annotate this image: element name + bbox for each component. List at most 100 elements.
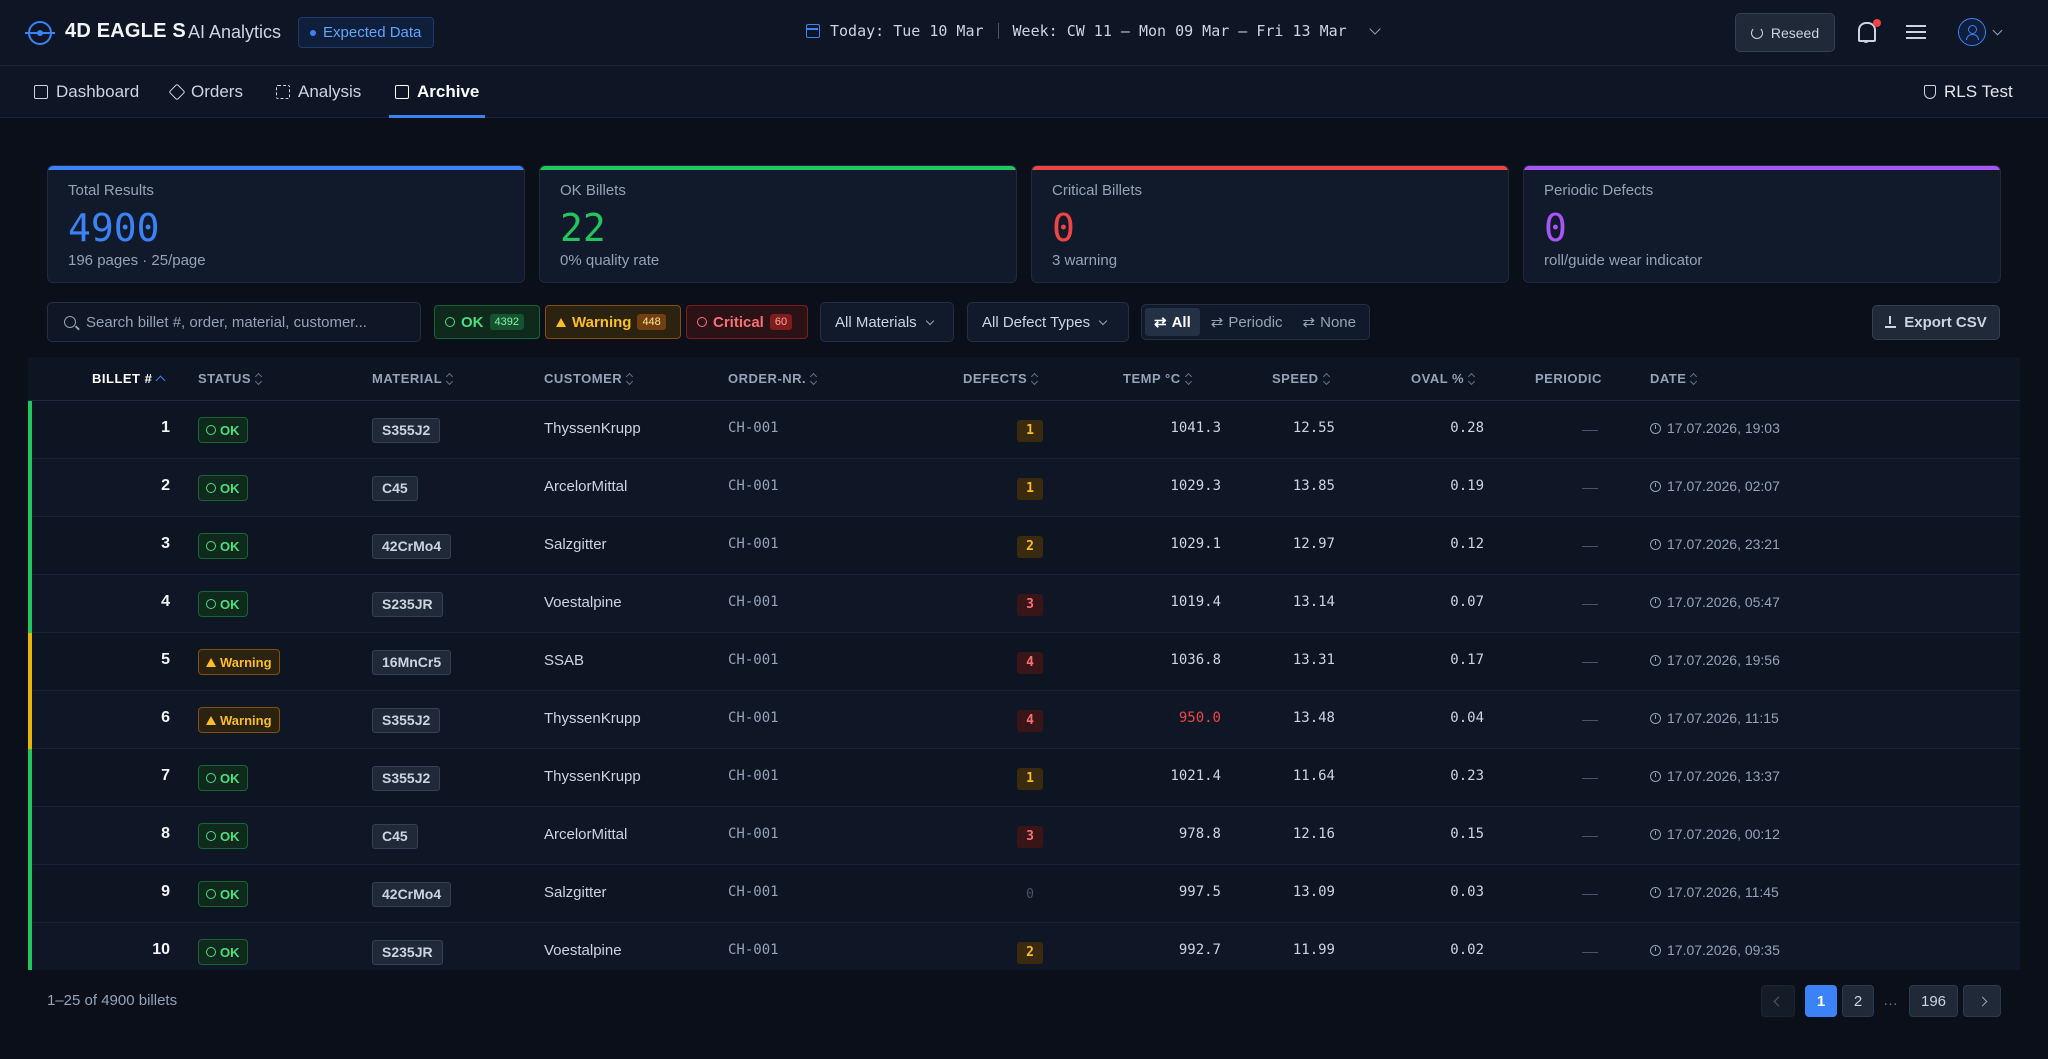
date-value: 17.07.2026, 19:03 [1667,420,1780,436]
col-date[interactable]: DATE [1650,371,1697,386]
order-number: CH-001 [728,942,779,958]
date-cell: 17.07.2026, 19:56 [1650,652,1780,668]
sort-icon [1469,374,1475,384]
tab-orders[interactable]: Orders [168,66,243,118]
speed: 13.14 [1292,594,1335,610]
table-row[interactable]: 3 OK 42CrMo4 Salzgitter CH-001 2 1029.1 12.97 0.… [28,517,2020,575]
table-row[interactable]: 1 OK S355J2 ThyssenKrupp CH-001 1 1041.3 12.55 0… [28,401,2020,459]
calendar-icon [806,24,820,38]
tab-label: Dashboard [56,82,140,101]
table-row[interactable]: 5 Warning 16MnCr5 SSAB CH-001 4 1036.8 13.31 0.1… [28,633,2020,691]
col-oval[interactable]: OVAL % [1411,371,1475,386]
clock-icon [1650,886,1661,898]
defect-types-dropdown[interactable]: All Defect Types [967,302,1129,342]
periodic-empty [1582,836,1598,837]
page-196-button[interactable]: 196 [1909,985,1958,1017]
status-label: Warning [220,654,272,670]
date-cell: 17.07.2026, 02:07 [1650,478,1780,494]
defects-count: 3 [1017,594,1043,616]
col-billet[interactable]: BILLET # [92,371,166,386]
page-2-button[interactable]: 2 [1842,985,1874,1017]
table-row[interactable]: 4 OK S235JR Voestalpine CH-001 3 1019.4 13.14 0.… [28,575,2020,633]
page-1-button[interactable]: 1 [1805,985,1837,1017]
materials-dropdown[interactable]: All Materials [820,302,954,342]
export-csv-button[interactable]: Export CSV [1872,305,2000,340]
chevron-down-icon [1098,316,1108,325]
filter-warning-chip[interactable]: Warning 448 [545,305,681,339]
kpi-label: Periodic Defects [1544,182,1654,199]
col-label: STATUS [198,371,252,386]
status-label: OK [220,596,240,612]
nav-bar: Dashboard Orders Analysis Archive RLS Te… [0,66,2048,118]
dropdown-label: All Materials [835,313,917,331]
seg-all[interactable]: ⇄ All [1145,308,1200,336]
clock-icon [1650,538,1661,550]
layers-icon [168,83,186,101]
filter-ok-chip[interactable]: OK 4392 [434,305,540,339]
filter-critical-chip[interactable]: Critical 60 [686,305,808,339]
check-circle-icon [445,317,455,327]
seg-label: All [1171,313,1191,331]
table-row[interactable]: 7 OK S355J2 ThyssenKrupp CH-001 1 1021.4 11.64 0… [28,749,2020,807]
seg-periodic[interactable]: ⇄ Periodic [1202,308,1292,336]
results-summary: 1–25 of 4900 billets [47,992,178,1009]
order-number: CH-001 [728,768,779,784]
date-value: 17.07.2026, 11:45 [1667,884,1779,900]
speed: 11.64 [1292,768,1335,784]
status-badge: OK [198,475,248,501]
col-customer[interactable]: CUSTOMER [544,371,633,386]
prev-page-button[interactable] [1761,985,1795,1017]
periodic-empty [1582,604,1598,605]
status-stripe [28,517,32,575]
defects-count: 2 [1017,536,1043,558]
col-temp[interactable]: TEMP °C [1123,371,1192,386]
table-row[interactable]: 10 OK S235JR Voestalpine CH-001 2 992.7 11.99 0.… [28,923,2020,970]
speed: 12.55 [1292,420,1335,436]
date-week-selector[interactable]: Today: Tue 10 Mar Week: CW 11 — Mon 09 M… [806,22,1381,40]
expected-data-badge[interactable]: Expected Data [298,17,435,48]
chevron-down-icon[interactable] [1369,23,1381,35]
date-cell: 17.07.2026, 23:21 [1650,536,1780,552]
rls-test-button[interactable]: RLS Test [1924,66,2013,118]
sort-icon [447,374,453,384]
next-page-button[interactable] [1963,985,2001,1017]
sort-icon [1186,374,1192,384]
status-stripe [28,575,32,633]
tab-archive[interactable]: Archive [388,66,486,118]
search-input[interactable] [86,303,416,341]
periodic-empty [1582,430,1598,431]
oval-percent: 0.15 [1450,826,1484,842]
col-speed[interactable]: SPEED [1272,371,1330,386]
temperature: 1021.4 [1170,768,1221,784]
tab-analysis[interactable]: Analysis [276,66,361,118]
date-cell: 17.07.2026, 00:12 [1650,826,1780,842]
chevron-right-icon [1977,996,1987,1006]
table-row[interactable]: 9 OK 42CrMo4 Salzgitter CH-001 0 997.5 13.09 0.0… [28,865,2020,923]
user-avatar-icon[interactable] [1958,18,1986,46]
date-value: 17.07.2026, 19:56 [1667,652,1780,668]
col-defects[interactable]: DEFECTS [963,371,1038,386]
status-badge: OK [198,881,248,907]
table-row[interactable]: 2 OK C45 ArcelorMittal CH-001 1 1029.3 13.85 0.1… [28,459,2020,517]
billet-number: 5 [161,651,170,668]
tab-dashboard[interactable]: Dashboard [34,66,139,118]
table-row[interactable]: 6 Warning S355J2 ThyssenKrupp CH-001 4 950.0 13… [28,691,2020,749]
col-status[interactable]: STATUS [198,371,262,386]
temperature: 992.7 [1178,942,1221,958]
bell-icon[interactable] [1855,20,1877,44]
table-row[interactable]: 8 OK C45 ArcelorMittal CH-001 3 978.8 12.16 0.15… [28,807,2020,865]
status-label: OK [220,770,240,786]
sliders-icon[interactable] [1906,22,1926,42]
col-order[interactable]: ORDER-NR. [728,371,817,386]
chevron-down-icon[interactable] [1992,25,2003,36]
refresh-icon [1750,26,1763,39]
seg-none[interactable]: ⇄ None [1294,308,1365,336]
date-cell: 17.07.2026, 19:03 [1650,420,1780,436]
kpi-sub: 0% quality rate [560,252,660,269]
col-material[interactable]: MATERIAL [372,371,453,386]
order-number: CH-001 [728,884,779,900]
periodic-empty [1582,952,1598,953]
order-number: CH-001 [728,652,779,668]
periodic-empty [1582,662,1598,663]
reseed-button[interactable]: Reseed [1735,13,1835,52]
